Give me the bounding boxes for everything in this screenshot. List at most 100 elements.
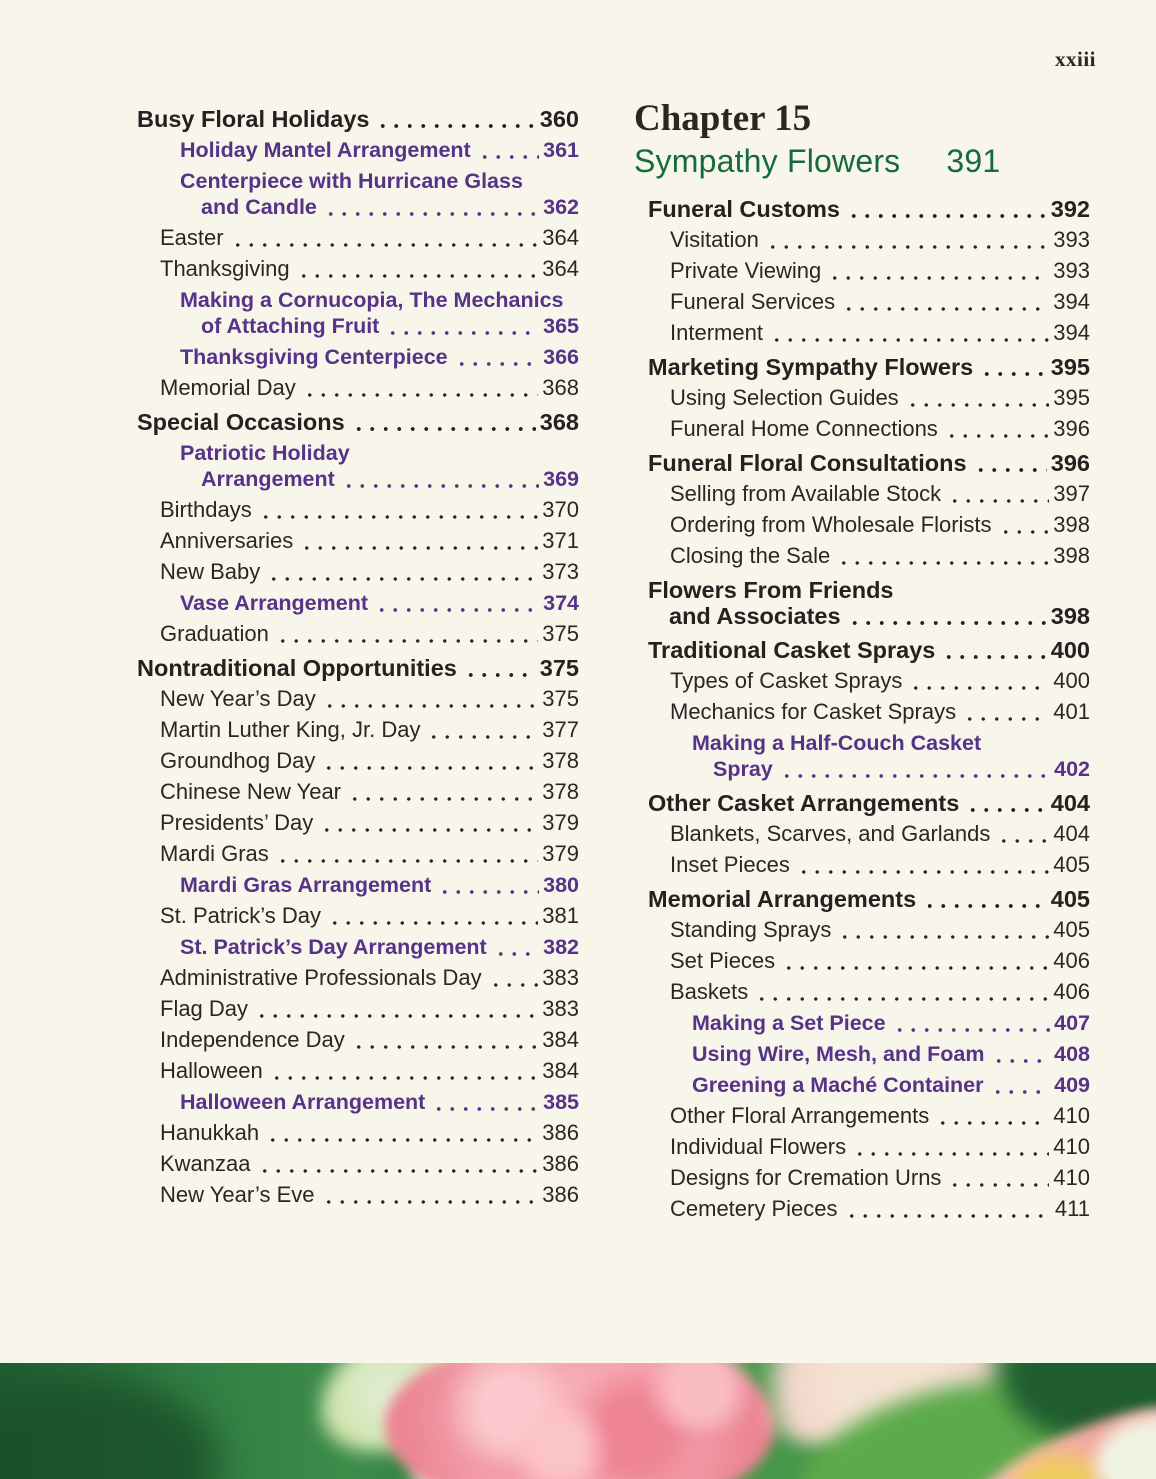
toc-left-column: Busy Floral Holidays 360 Holiday Mantel Ar… [137, 106, 579, 1213]
dot-leader [796, 869, 1050, 876]
dot-leader [765, 244, 1050, 251]
dot-leader [853, 1151, 1050, 1158]
toc-entry: Chinese New Year 378 [160, 779, 579, 805]
toc-entry-page: 382 [543, 935, 579, 959]
toc-entry: Funeral Floral Consultations 396 [648, 450, 1090, 476]
toc-entry-label: Mechanics for Casket Sprays [670, 699, 957, 725]
toc-entry-row: Flag Day 383 [160, 996, 579, 1022]
toc-entry-page: 375 [542, 621, 579, 646]
toc-entry-row: Administrative Professionals Day 383 [160, 965, 579, 991]
toc-entry-row: Ordering from Wholesale Florists 398 [670, 512, 1090, 538]
toc-entry-label: Memorial Arrangements [648, 886, 917, 913]
dot-leader [991, 1058, 1051, 1065]
toc-entry: Vase Arrangement 374 [180, 590, 579, 616]
toc-entry-row: Centerpiece with Hurricane Glass [180, 168, 579, 194]
dot-leader [351, 426, 536, 432]
toc-entry-page: 361 [543, 138, 579, 162]
toc-entry-label: Selling from Available Stock [670, 481, 942, 507]
toc-entry: Busy Floral Holidays 360 [137, 106, 579, 132]
toc-entry: Making a Half-Couch Casket Spray 402 [692, 730, 1090, 782]
toc-entry-label: Set Pieces [670, 948, 776, 974]
toc-entry: Funeral Services 394 [670, 289, 1090, 315]
toc-entry: Holiday Mantel Arrangement 361 [180, 137, 579, 163]
toc-entry: Selling from Available Stock 397 [670, 481, 1090, 507]
toc-entry-label: Special Occasions [137, 409, 345, 435]
toc-entry: Independence Day 384 [160, 1027, 579, 1053]
dot-leader [990, 1089, 1051, 1096]
toc-entry-label: of Attaching Fruit [201, 314, 380, 338]
toc-entry-label: Arrangement [201, 467, 335, 491]
toc-entry-page: 385 [543, 1090, 579, 1114]
toc-entry: Blankets, Scarves, and Garlands 404 [670, 821, 1090, 847]
dot-leader [320, 827, 539, 833]
toc-entry-row: Nontraditional Opportunities 375 [137, 655, 579, 681]
toc-entry-label: Interment [670, 320, 763, 346]
dot-leader [942, 654, 1047, 661]
toc-entry-page: 379 [542, 841, 579, 866]
toc-entry-row: Anniversaries 371 [160, 528, 579, 554]
toc-entry: St. Patrick’s Day Arrangement 382 [180, 934, 579, 960]
toc-entry-row: Flowers From Friends [648, 577, 1090, 603]
dot-leader [980, 371, 1047, 378]
dot-leader [266, 1137, 539, 1143]
toc-entry-label: New Year’s Day [160, 686, 316, 711]
toc-entry-label: and Associates [669, 603, 841, 630]
toc-entry: Thanksgiving Centerpiece 366 [180, 344, 579, 370]
toc-entry-label: Types of Casket Sprays [670, 668, 903, 694]
toc-entry: Using Selection Guides 395 [670, 385, 1090, 411]
toc-entry-page: 394 [1053, 320, 1090, 346]
toc-entry-page: 362 [543, 195, 579, 219]
dot-leader [755, 996, 1050, 1003]
toc-entry-label: Using Wire, Mesh, and Foam [692, 1042, 985, 1067]
toc-entry-page: 398 [1053, 543, 1090, 569]
toc-entry-label: Halloween Arrangement [180, 1090, 426, 1114]
toc-entry-row: Birthdays 370 [160, 497, 579, 523]
dot-leader [463, 672, 536, 678]
dot-leader [846, 213, 1047, 220]
toc-entry-row: and Associates 398 [669, 603, 1090, 629]
dot-leader [351, 1044, 539, 1050]
toc-entry-row: Set Pieces 406 [670, 948, 1090, 974]
toc-entry-page: 392 [1050, 196, 1090, 223]
toc-entry-label: Funeral Floral Consultations [648, 450, 967, 477]
toc-entry-page: 410 [1053, 1165, 1090, 1191]
toc-entry-row: Halloween Arrangement 385 [180, 1089, 579, 1115]
toc-entry-label: Other Floral Arrangements [670, 1103, 930, 1129]
toc-entry-page: 398 [1050, 603, 1090, 630]
toc-entry-label: Vase Arrangement [180, 591, 369, 615]
toc-entry-label: Flag Day [160, 996, 249, 1021]
dot-leader [323, 211, 540, 217]
toc-entry: Mardi Gras 379 [160, 841, 579, 867]
toc-entry-page: 383 [542, 965, 579, 990]
toc-entry: Halloween Arrangement 385 [180, 1089, 579, 1115]
dot-leader [427, 734, 539, 740]
dot-leader [837, 560, 1050, 567]
toc-entry: Flag Day 383 [160, 996, 579, 1022]
toc-entry: Administrative Professionals Day 383 [160, 965, 579, 991]
toc-entry-label: Individual Flowers [670, 1134, 847, 1160]
dot-leader [842, 306, 1050, 313]
toc-entry-row: Private Viewing 393 [670, 258, 1090, 284]
toc-entry-label: Flowers From Friends [648, 577, 894, 604]
toc-entry-row: Holiday Mantel Arrangement 361 [180, 137, 579, 163]
dot-leader [348, 796, 539, 802]
toc-entry-row: Using Wire, Mesh, and Foam 408 [692, 1041, 1090, 1067]
toc-entry-page: 395 [1050, 354, 1090, 381]
toc-entry: Martin Luther King, Jr. Day 377 [160, 717, 579, 743]
toc-entry-label: Memorial Day [160, 375, 296, 400]
toc-entry-row: Blankets, Scarves, and Garlands 404 [670, 821, 1090, 847]
toc-entry: Flowers From Friends and Associates 398 [648, 577, 1090, 629]
toc-entry: Kwanzaa 386 [160, 1151, 579, 1177]
toc-entry-label: Spray [713, 757, 773, 782]
toc-entry-label: and Candle [201, 195, 317, 219]
toc-entry-label: Halloween [160, 1058, 263, 1083]
toc-entry-row: Designs for Cremation Urns 410 [670, 1165, 1090, 1191]
toc-entry-page: 375 [542, 686, 579, 711]
toc-entry-label: Using Selection Guides [670, 385, 899, 411]
toc-entry-label: Blankets, Scarves, and Garlands [670, 821, 991, 847]
toc-entry: Memorial Day 368 [160, 375, 579, 401]
toc-entry: Using Wire, Mesh, and Foam 408 [692, 1041, 1090, 1067]
toc-entry-label: Nontraditional Opportunities [137, 655, 457, 681]
toc-entry-page: 381 [542, 903, 579, 928]
chapter-number-heading: Chapter 15 [634, 98, 812, 139]
